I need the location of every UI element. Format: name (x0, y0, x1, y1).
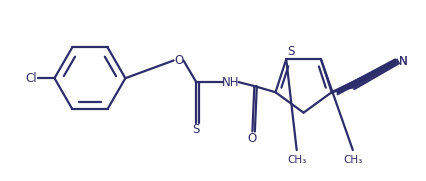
Text: CH₃: CH₃ (343, 155, 362, 165)
Text: N: N (398, 55, 406, 68)
Text: CH₃: CH₃ (286, 155, 305, 165)
Text: NH: NH (222, 76, 239, 89)
Text: N: N (398, 55, 406, 68)
Text: S: S (192, 123, 199, 136)
Text: O: O (173, 54, 183, 67)
Text: O: O (247, 132, 256, 145)
Text: S: S (286, 45, 294, 58)
Text: Cl: Cl (25, 72, 37, 85)
